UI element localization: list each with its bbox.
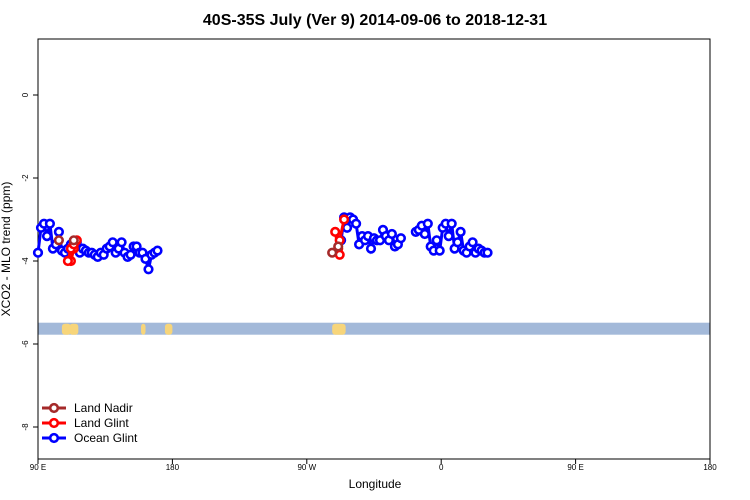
data-point — [41, 231, 53, 242]
x-tick-label: 90 W — [297, 463, 316, 472]
data-point — [431, 235, 442, 246]
land-patch — [61, 323, 71, 335]
data-point — [446, 218, 457, 229]
data-point — [452, 237, 463, 248]
x-tick-label: 180 — [703, 463, 717, 472]
x-axis: 90 E 180 90 W 0 90 E 180 — [30, 459, 717, 472]
data-point — [32, 247, 44, 258]
data-point — [395, 233, 407, 244]
ocean-band — [38, 322, 710, 335]
data-point — [62, 255, 73, 267]
data-point — [125, 249, 136, 260]
series-ocean-glint — [32, 212, 493, 275]
y-tick-label: -8 — [21, 423, 30, 431]
data-point — [330, 226, 341, 237]
data-point — [443, 231, 454, 242]
series-land-nadir — [53, 235, 344, 258]
y-axis-label: XCO2 - MLO trend (ppm) — [0, 182, 13, 317]
land-patch — [141, 323, 146, 335]
data-point — [351, 218, 362, 229]
x-tick-label: 180 — [166, 463, 180, 472]
legend-label: Ocean Glint — [74, 431, 138, 445]
data-point — [143, 264, 154, 275]
data-point — [152, 245, 163, 256]
data-point — [455, 226, 466, 237]
x-axis-label: Longitude — [349, 477, 402, 491]
x-tick-label: 90 E — [567, 463, 583, 472]
y-tick-label: -6 — [21, 340, 30, 348]
data-point — [422, 218, 433, 229]
chart-title: 40S-35S July (Ver 9) 2014-09-06 to 2018-… — [203, 12, 547, 29]
legend-swatch-marker — [48, 402, 60, 414]
land-ocean-band — [38, 322, 710, 335]
data-point — [53, 235, 65, 246]
legend-label: Land Nadir — [74, 401, 133, 415]
data-point — [327, 247, 338, 258]
data-point — [44, 218, 56, 229]
y-axis: 0 -2 -4 -6 -8 — [21, 92, 38, 431]
data-point — [467, 237, 478, 248]
data-point — [386, 228, 398, 240]
data-point — [53, 226, 65, 237]
data-point — [365, 243, 377, 254]
data-point — [107, 237, 118, 248]
land-patch — [332, 323, 346, 335]
y-tick-label: -4 — [21, 257, 30, 265]
legend-swatch-marker — [48, 432, 60, 444]
y-tick-label: 0 — [21, 92, 30, 97]
data-point — [339, 214, 350, 225]
data-point — [419, 228, 430, 240]
legend-label: Land Glint — [74, 416, 129, 430]
y-tick-label: -2 — [21, 174, 30, 182]
data-point — [68, 235, 79, 246]
data-point — [333, 241, 344, 252]
data-point — [116, 237, 127, 248]
legend-swatch-marker — [48, 417, 60, 429]
land-patch — [69, 323, 79, 335]
x-tick-label: 90 E — [30, 463, 46, 472]
land-patch — [164, 323, 173, 335]
x-tick-label: 0 — [439, 463, 444, 472]
data-point — [434, 245, 445, 256]
data-point — [482, 247, 493, 258]
series-layer — [32, 212, 493, 275]
